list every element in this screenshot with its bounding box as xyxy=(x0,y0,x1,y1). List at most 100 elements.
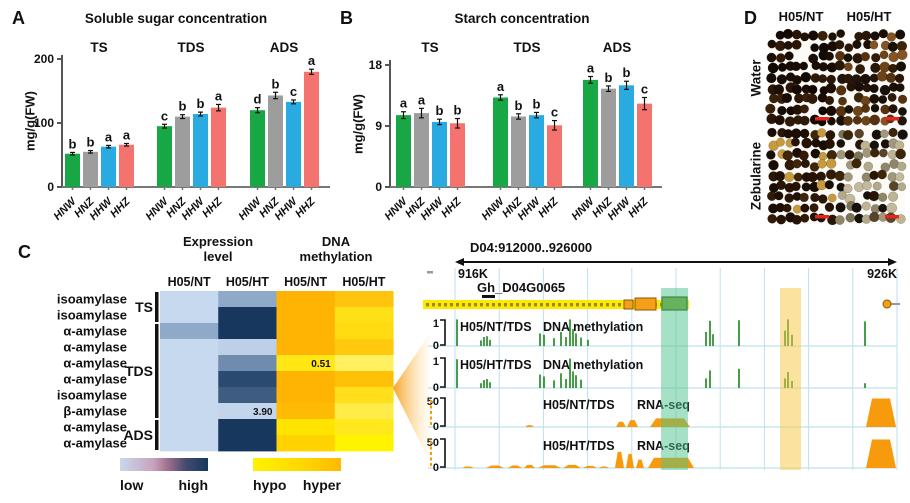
bar-TDS-HHW xyxy=(193,114,208,187)
heatmap-cell xyxy=(334,307,394,324)
seed xyxy=(774,170,786,182)
seed xyxy=(790,137,800,147)
scale-bar xyxy=(885,117,899,121)
seed xyxy=(897,107,907,117)
seed xyxy=(869,93,880,104)
seed xyxy=(888,127,898,138)
gene-model-dash xyxy=(522,303,525,307)
seed xyxy=(836,149,846,160)
seed-column-label-nt: H05/NT xyxy=(778,9,824,24)
rna-seq-peak xyxy=(627,420,638,427)
heatmap-cell xyxy=(218,435,278,452)
seed xyxy=(878,28,889,39)
heatmap-cell xyxy=(276,403,336,420)
seed xyxy=(818,194,828,204)
bar-ADS-HHZ xyxy=(637,103,652,187)
sig-letter: a xyxy=(497,79,505,94)
methylation-peak xyxy=(565,379,567,388)
gene-model-dash xyxy=(558,303,561,307)
group-label: ADS xyxy=(270,40,299,55)
sig-letter: b xyxy=(179,99,187,114)
seed xyxy=(870,103,880,113)
methylation-peak xyxy=(712,334,714,346)
bar-ADS-HHZ xyxy=(304,71,319,187)
seed xyxy=(784,193,795,203)
seed xyxy=(818,62,829,72)
seed xyxy=(887,191,899,202)
heatmap-cell xyxy=(276,387,336,404)
seed xyxy=(767,62,779,74)
seed xyxy=(869,40,879,50)
track-sample-label: H05/HT/TDS xyxy=(543,439,615,453)
bar-ADS-HHW xyxy=(286,101,301,187)
methylation-peak xyxy=(738,320,740,346)
heatmap-cell xyxy=(334,371,394,388)
methylation-peak xyxy=(864,321,866,346)
seed xyxy=(835,50,846,61)
heatmap-cell xyxy=(334,387,394,404)
heatmap-cell xyxy=(218,371,278,388)
seed xyxy=(861,30,872,41)
seed xyxy=(878,203,888,213)
exon-box xyxy=(634,297,657,311)
seed xyxy=(767,127,777,138)
sig-letter: a xyxy=(400,96,408,111)
heatmap-cell xyxy=(160,403,219,420)
scale-max-label: 1 xyxy=(433,318,439,330)
seed xyxy=(876,70,888,82)
seed xyxy=(790,128,802,139)
gene-model-dash xyxy=(606,303,609,307)
seed xyxy=(870,31,880,41)
gene-model-dash xyxy=(492,303,495,307)
sig-letter: b xyxy=(272,76,280,91)
stage-label: TS xyxy=(135,299,153,315)
seed xyxy=(824,138,835,150)
seed xyxy=(843,62,853,72)
methylation-peak xyxy=(565,337,567,346)
heatmap-cell xyxy=(160,435,219,452)
seed xyxy=(896,161,907,172)
gene-model-dash xyxy=(546,303,549,307)
seed xyxy=(773,84,785,95)
panel-a-title: Soluble sugar concentration xyxy=(84,11,268,26)
heatmap-cell xyxy=(276,371,336,388)
gene-model-dash xyxy=(432,303,435,307)
track-assay-label: DNA methylation xyxy=(543,358,643,372)
heatmap-cell xyxy=(334,291,394,308)
seed xyxy=(894,73,905,84)
sig-letter: a xyxy=(587,60,595,75)
panel-b-label: B xyxy=(340,8,353,28)
seed xyxy=(869,83,879,94)
seed xyxy=(799,104,809,114)
heatmap-cell xyxy=(160,323,219,340)
sig-letter: a xyxy=(215,88,223,103)
gene-label: α-amylase xyxy=(63,324,127,339)
seed xyxy=(792,204,802,214)
bar-TDS-HHZ xyxy=(211,107,226,187)
seed xyxy=(799,115,810,126)
neighbor-gene-dot xyxy=(882,299,892,309)
rna-seq-peak xyxy=(615,451,624,468)
highlight-band-orange xyxy=(780,288,801,470)
gene-model-dash xyxy=(462,303,465,307)
seed xyxy=(846,82,856,92)
heatmap-cell xyxy=(276,355,336,372)
bar-TDS-HNW xyxy=(493,97,508,187)
seed xyxy=(844,104,854,114)
rna-seq-peak xyxy=(583,465,597,468)
sig-letter: b xyxy=(454,103,462,118)
bar-TDS-HHZ xyxy=(547,125,562,187)
gene-label: α-amylase xyxy=(63,340,127,355)
expression-legend-bar xyxy=(120,458,208,471)
sig-letter: c xyxy=(551,105,558,120)
gene-model-dash xyxy=(480,303,483,307)
rna-seq-peak xyxy=(636,459,644,468)
seed-photos xyxy=(765,28,908,226)
seed xyxy=(799,128,810,139)
seed xyxy=(878,95,888,105)
seed xyxy=(855,64,866,75)
seed xyxy=(895,172,905,182)
seed-column-label-ht: H05/HT xyxy=(846,9,892,24)
seed xyxy=(828,32,837,42)
heatmap-cell xyxy=(160,339,219,356)
